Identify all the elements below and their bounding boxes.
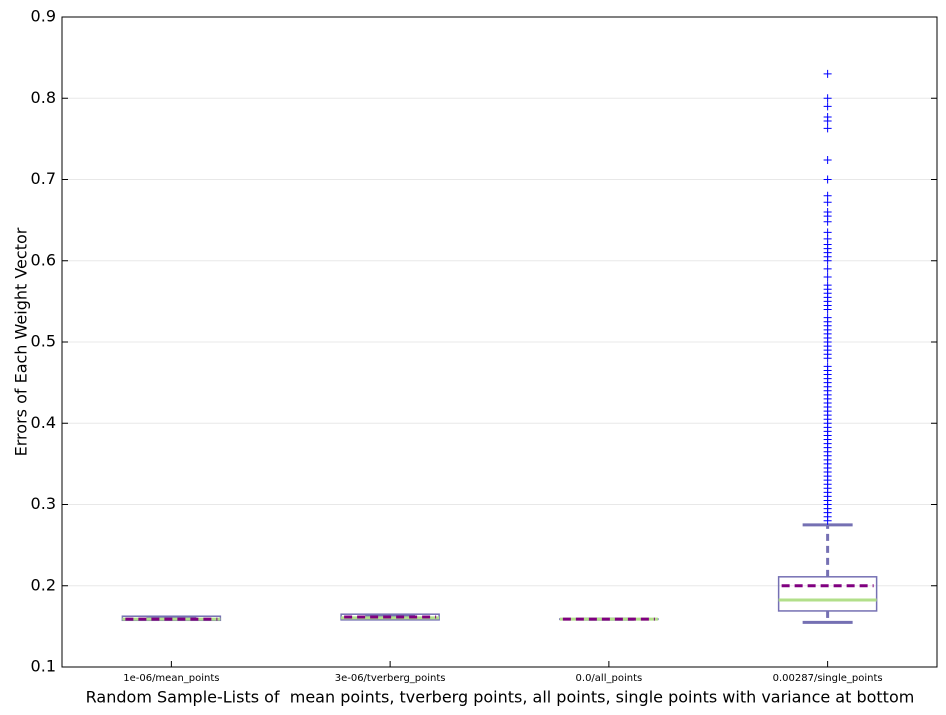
flier [823,208,832,216]
flier [823,228,832,237]
x-axis-label: Random Sample-Lists of mean points, tver… [86,688,915,707]
flier [823,281,832,290]
y-tick-label: 0.5 [31,332,56,351]
y-tick-label: 0.9 [31,7,56,26]
flier [823,69,832,78]
y-tick-label: 0.6 [31,250,56,269]
y-tick-label: 0.2 [31,575,56,594]
flier [823,156,832,164]
x-tick-label: 3e-06/tverberg_points [335,673,446,684]
box [777,576,878,612]
y-axis-label: Errors of Each Weight Vector [12,227,31,456]
plot-frame [61,16,938,668]
x-tick-label: 1e-06/mean_points [123,673,219,684]
flier [823,264,832,273]
flier [823,102,832,111]
flier [823,124,832,133]
flier [823,112,832,121]
y-tick-label: 0.4 [31,413,56,432]
flier [823,313,832,322]
flier [823,362,832,371]
x-tick-label: 0.0/all_points [576,673,643,684]
flier [823,175,832,184]
flier [823,273,832,281]
y-tick-label: 0.7 [31,169,56,188]
y-tick-label: 0.3 [31,494,56,513]
flier [823,191,832,200]
flier [823,94,832,103]
y-tick-label: 0.1 [31,657,56,676]
y-tick-label: 0.8 [31,88,56,107]
x-tick-label: 0.00287/single_points [773,673,883,684]
